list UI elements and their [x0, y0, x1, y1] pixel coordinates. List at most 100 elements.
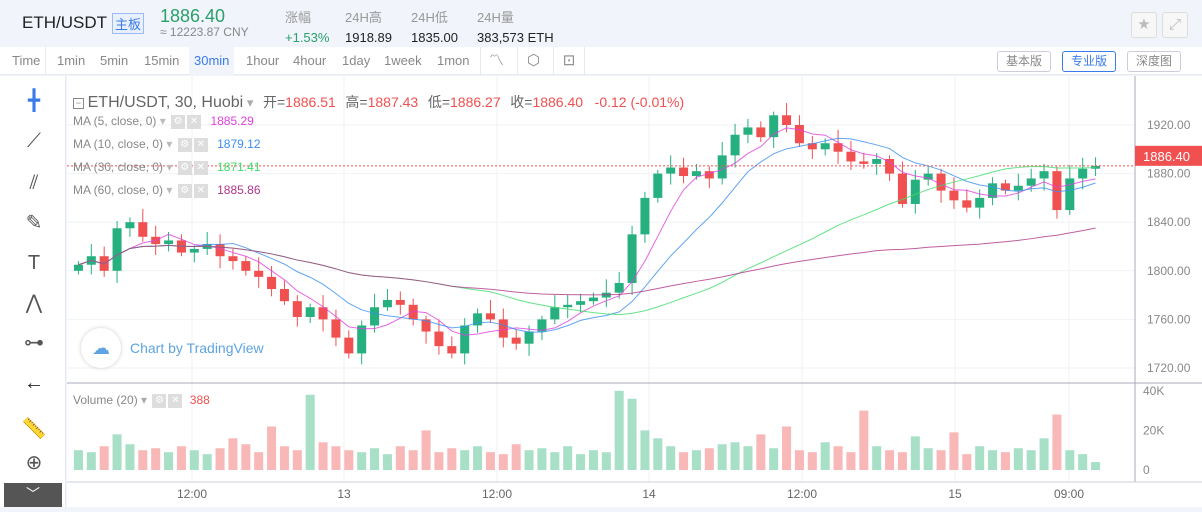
- volume-bar: [730, 442, 740, 470]
- candle-body: [730, 134, 740, 156]
- stat-volume: 24H量 383,573 ETH: [477, 10, 554, 45]
- timeframe-15min[interactable]: 15min: [144, 53, 180, 68]
- x-tick-label: 09:00: [1054, 487, 1084, 501]
- candle-body: [872, 159, 882, 164]
- volume-bar: [164, 452, 174, 470]
- x-tick-label: 13: [337, 487, 351, 501]
- candle-body: [370, 307, 380, 326]
- volume-bar: [666, 446, 676, 470]
- volume-bar: [975, 446, 985, 470]
- pattern-icon[interactable]: ⋀: [25, 292, 43, 314]
- view-depth-button[interactable]: 深度图: [1127, 51, 1182, 72]
- volume-bar: [344, 450, 354, 470]
- candle-body: [769, 115, 779, 138]
- collapse-toolbar-button[interactable]: ﹀: [4, 483, 62, 507]
- candle-body: [447, 346, 457, 354]
- candle-body: [125, 222, 135, 229]
- close-icon[interactable]: ✕: [187, 114, 202, 129]
- ma-line-10: [78, 137, 1096, 333]
- pitchfork-icon[interactable]: ⫽: [29, 172, 39, 194]
- settings-icon[interactable]: ⚙: [177, 160, 192, 175]
- timeframe-1hour[interactable]: 1hour: [246, 53, 280, 68]
- volume-bar: [215, 448, 225, 470]
- volume-tick-label: 40K: [1143, 384, 1164, 398]
- close-icon[interactable]: ✕: [193, 137, 208, 152]
- trendline-icon[interactable]: ⟋: [27, 130, 41, 152]
- timeframe-Time[interactable]: Time: [7, 47, 47, 75]
- settings-icon[interactable]: ⬡: [517, 47, 549, 75]
- market-badge[interactable]: 主板: [112, 13, 145, 34]
- settings-icon[interactable]: ⚙: [171, 114, 186, 129]
- candle-body: [164, 240, 174, 245]
- view-basic-button[interactable]: 基本版: [997, 51, 1052, 72]
- y-tick-label: 1760.00: [1147, 312, 1191, 326]
- candle-body: [962, 200, 972, 208]
- volume-bar: [189, 450, 199, 470]
- timeframe-30min[interactable]: 30min: [189, 47, 235, 75]
- volume-legend: Volume (20) ▾ ⚙ ✕ 388: [73, 393, 210, 408]
- volume-bar: [988, 450, 998, 470]
- collapse-legend-icon[interactable]: −: [73, 98, 84, 110]
- close-icon[interactable]: ✕: [193, 160, 208, 175]
- close-icon[interactable]: ✕: [168, 393, 183, 408]
- y-tick-label: 1720.00: [1147, 361, 1191, 375]
- screenshot-icon[interactable]: ⊡: [553, 47, 585, 75]
- expand-icon[interactable]: ⤢: [1162, 12, 1188, 38]
- timeframe-5min[interactable]: 5min: [100, 53, 129, 68]
- volume-bar: [537, 448, 547, 470]
- tradingview-watermark[interactable]: ☁ Chart by TradingView: [81, 328, 291, 370]
- candle-body: [485, 313, 495, 320]
- volume-bar: [627, 398, 637, 470]
- text-tool-icon[interactable]: T: [27, 252, 41, 274]
- volume-bar: [1026, 450, 1036, 470]
- volume-bar: [859, 410, 869, 470]
- timeframe-1week[interactable]: 1week: [384, 53, 422, 68]
- volume-bar: [872, 446, 882, 470]
- ma-legend-60: MA (60, close, 0) ▾ ⚙ ✕ 1885.86: [73, 183, 261, 198]
- x-tick-label: 15: [948, 487, 962, 501]
- timeframe-1mon[interactable]: 1mon: [437, 53, 470, 68]
- candle-body: [807, 143, 817, 150]
- volume-bar: [498, 454, 508, 470]
- view-pro-button[interactable]: 专业版: [1062, 51, 1117, 72]
- measure-icon[interactable]: ⊶: [24, 332, 44, 354]
- volume-bar: [897, 452, 907, 470]
- chart-canvas[interactable]: 1920.00 1880.00 1840.00 1800.00 1760.00 1720.…: [67, 76, 1202, 507]
- volume-bar: [782, 426, 792, 470]
- settings-icon[interactable]: ⚙: [177, 137, 192, 152]
- settings-icon[interactable]: ⚙: [177, 183, 192, 198]
- volume-bar: [125, 444, 135, 470]
- indicator-icon[interactable]: 〽: [480, 47, 512, 75]
- price-chart[interactable]: 1920.00 1880.00 1840.00 1800.00 1760.00 1720.…: [67, 76, 1202, 507]
- favorite-star-icon[interactable]: ★: [1131, 12, 1157, 38]
- volume-bar: [434, 452, 444, 470]
- volume-bar: [601, 452, 611, 470]
- brush-icon[interactable]: ✎: [25, 212, 43, 234]
- close-icon[interactable]: ✕: [193, 183, 208, 198]
- zoom-in-icon[interactable]: ⊕: [25, 452, 43, 474]
- timeframe-1day[interactable]: 1day: [342, 53, 371, 68]
- volume-bar: [305, 394, 315, 470]
- stat-high: 24H高 1918.89: [345, 10, 392, 45]
- ruler-icon[interactable]: 📏: [21, 418, 47, 440]
- candle-body: [1091, 165, 1101, 169]
- timeframe-1min[interactable]: 1min: [57, 53, 86, 68]
- volume-bar: [331, 446, 341, 470]
- ticker-header: ETH/USDT 主板 1886.40 ≈ 12223.87 CNY 涨幅 +1.…: [0, 0, 1202, 47]
- settings-icon[interactable]: ⚙: [152, 393, 167, 408]
- timeframe-4hour[interactable]: 4hour: [293, 53, 327, 68]
- candle-body: [910, 179, 920, 204]
- candle-body: [691, 171, 701, 177]
- volume-bar: [485, 452, 495, 470]
- change-value: -0.12 (-0.01%): [594, 94, 685, 110]
- candle-body: [975, 197, 985, 208]
- candle-body: [1078, 168, 1088, 179]
- volume-bar: [936, 450, 946, 470]
- crosshair-icon[interactable]: ╋: [27, 90, 41, 112]
- candle-body: [846, 151, 856, 162]
- symbol-title[interactable]: ETH/USDT, 30, Huobi: [87, 94, 244, 111]
- volume-bar: [563, 446, 573, 470]
- candle-body: [640, 197, 650, 235]
- cloud-icon: ☁: [81, 328, 121, 368]
- back-arrow-icon[interactable]: ←: [24, 372, 44, 394]
